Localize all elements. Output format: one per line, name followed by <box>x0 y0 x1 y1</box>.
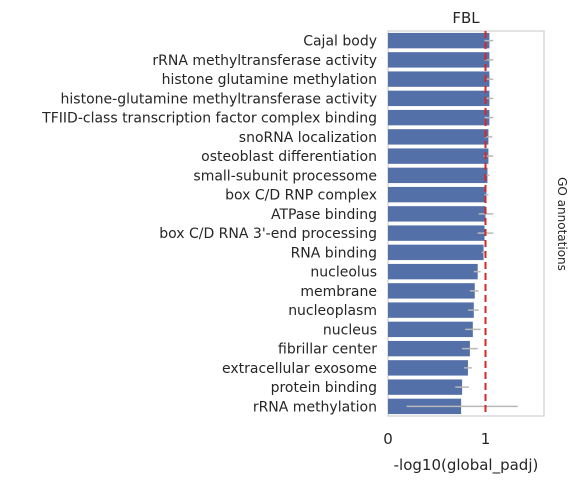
category-label: histone glutamine methylation <box>162 72 377 88</box>
bar <box>388 206 486 222</box>
plot-frame <box>387 30 545 417</box>
bar <box>388 186 487 203</box>
bar <box>388 90 490 107</box>
category-label: membrane <box>300 284 377 300</box>
category-labels: Cajal body rRNA methyltransferase activit… <box>41 34 377 416</box>
category-label: rRNA methyltransferase activity <box>152 53 377 69</box>
bar <box>388 379 463 395</box>
bar <box>388 129 489 145</box>
category-label: snoRNA localization <box>239 130 377 146</box>
category-label: Cajal body <box>303 34 377 50</box>
bar <box>388 263 478 280</box>
category-label: osteoblast differentiation <box>201 149 377 165</box>
category-label: nucleoplasm <box>288 303 377 319</box>
category-label: extracellular exosome <box>222 361 377 377</box>
category-label: rRNA methylation <box>253 399 377 415</box>
bar <box>388 360 468 376</box>
category-label: TFIID-class transcription factor complex… <box>41 111 377 127</box>
category-label: ATPase binding <box>271 207 377 223</box>
bar <box>388 244 484 261</box>
bar <box>388 52 490 68</box>
bar <box>388 340 470 357</box>
category-label: nucleolus <box>310 265 377 281</box>
x-tick-label: 1 <box>481 430 491 448</box>
chart-title: FBL <box>452 9 480 27</box>
bar <box>388 32 490 49</box>
category-label: protein binding <box>271 380 377 396</box>
bar <box>388 148 489 164</box>
error-bars-layer <box>406 39 518 408</box>
bar <box>388 283 475 299</box>
bar <box>388 321 473 338</box>
bar <box>388 167 488 184</box>
x-axis-label: -log10(global_padj) <box>394 456 539 475</box>
right-axis-label: GO annotations <box>555 177 569 271</box>
category-label: small-subunit processome <box>193 168 377 184</box>
bars-layer <box>388 32 490 415</box>
bar <box>388 302 474 318</box>
bar <box>388 109 490 126</box>
category-label: box C/D RNA 3'-end processing <box>159 226 377 242</box>
category-label: nucleus <box>323 322 377 338</box>
x-tick-label: 0 <box>383 430 393 448</box>
category-label: RNA binding <box>291 245 377 261</box>
bar <box>388 71 490 87</box>
category-label: fibrillar center <box>278 342 377 358</box>
bar <box>388 225 485 241</box>
category-label: histone-glutamine methyltransferase acti… <box>61 91 377 107</box>
category-label: box C/D RNP complex <box>225 188 377 204</box>
